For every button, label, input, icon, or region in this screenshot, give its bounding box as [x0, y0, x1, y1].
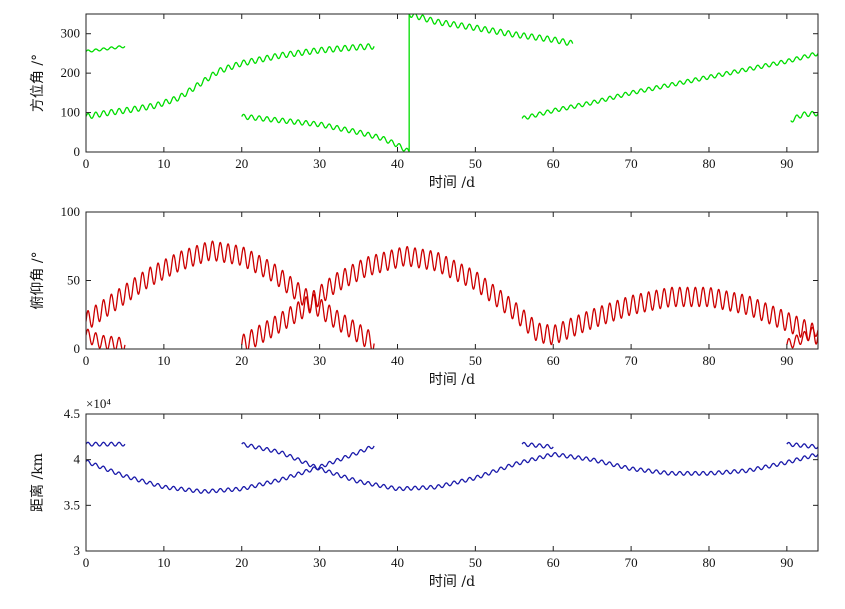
azimuth-panel: 0 10 20 30 40 50 60 70 80 90 0 100 200 300 时间 /d 方位角 /° — [30, 13, 819, 191]
elevation-series-1 — [86, 328, 126, 349]
range-series-group — [86, 441, 818, 494]
range-x-tick-label: 80 — [702, 555, 715, 570]
elevation-x-tick-label: 0 — [83, 353, 90, 368]
azimuth-y-tick-label: 300 — [61, 26, 81, 41]
elevation-x-tick-label: 80 — [702, 353, 715, 368]
range-y-tick-label: 4.5 — [64, 406, 80, 421]
range-y-tick-label: 3.5 — [64, 497, 80, 512]
range-x-tick-label: 20 — [235, 555, 248, 570]
range-x-tick-label: 70 — [625, 555, 638, 570]
azimuth-series-1 — [86, 45, 126, 53]
azimuth-x-tick-label: 0 — [83, 156, 90, 171]
azimuth-series-4 — [408, 14, 574, 46]
azimuth-series-group — [86, 14, 818, 152]
elevation-x-tick-label: 50 — [469, 353, 482, 368]
range-y-axis-label: 距离 /km — [29, 453, 46, 512]
azimuth-y-tick-label: 100 — [61, 105, 81, 120]
elevation-x-axis-label: 时间 /d — [429, 372, 475, 388]
azimuth-x-tick-label: 10 — [157, 156, 170, 171]
azimuth-x-tick-label: 20 — [235, 156, 248, 171]
elevation-y-tick-label: 100 — [61, 204, 81, 219]
elevation-x-tick-label: 10 — [157, 353, 170, 368]
range-x-tick-label: 50 — [469, 555, 482, 570]
range-panel: 0 10 20 30 40 50 60 70 80 90 3 3.5 4 4.5 时间 /d 距离 /km ×1… — [29, 396, 819, 590]
elevation-series-group — [86, 240, 818, 349]
elevation-x-tick-label: 30 — [313, 353, 326, 368]
azimuth-x-tick-label: 90 — [780, 156, 793, 171]
azimuth-x-axis-label: 时间 /d — [429, 175, 475, 191]
azimuth-y-tick-label: 0 — [74, 144, 81, 159]
elevation-series-3 — [786, 326, 818, 349]
range-y-tick-label: 3 — [74, 543, 81, 558]
range-y-tick-label: 4 — [74, 452, 81, 467]
range-x-tick-label: 0 — [83, 555, 90, 570]
range-series-2 — [241, 442, 818, 492]
range-series-3 — [521, 441, 554, 450]
elevation-y-tick-label: 50 — [67, 273, 80, 288]
azimuth-series-0 — [86, 43, 375, 119]
azimuth-y-tick-label: 200 — [61, 65, 81, 80]
elevation-x-tick-label: 70 — [625, 353, 638, 368]
azimuth-series-5 — [521, 52, 818, 120]
elevation-series-2 — [241, 245, 818, 349]
range-x-tick-label: 60 — [547, 555, 560, 570]
range-plot-frame — [85, 413, 819, 552]
elevation-series-0 — [86, 240, 375, 349]
elevation-y-tick-label: 0 — [74, 341, 81, 356]
azimuth-x-tick-label: 30 — [313, 156, 326, 171]
range-series-1 — [86, 441, 126, 447]
elevation-x-tick-label: 40 — [391, 353, 404, 368]
elevation-panel: 0 10 20 30 40 50 60 70 80 90 0 50 100 时间 /d 俯仰角 /° — [30, 204, 819, 388]
elevation-x-tick-label: 20 — [235, 353, 248, 368]
azimuth-series-2 — [241, 113, 410, 152]
range-x-tick-label: 30 — [313, 555, 326, 570]
range-x-tick-label: 90 — [780, 555, 793, 570]
azimuth-x-tick-label: 50 — [469, 156, 482, 171]
range-x-axis-label: 时间 /d — [429, 574, 475, 590]
azimuth-plot-frame — [85, 13, 819, 153]
azimuth-x-tick-label: 40 — [391, 156, 404, 171]
azimuth-x-tick-label: 80 — [702, 156, 715, 171]
elevation-y-axis-label: 俯仰角 /° — [30, 251, 46, 309]
range-scale-label: ×10⁴ — [86, 396, 111, 411]
azimuth-x-tick-label: 70 — [625, 156, 638, 171]
elevation-x-tick-label: 90 — [780, 353, 793, 368]
range-x-tick-label: 40 — [391, 555, 404, 570]
elevation-plot-frame — [85, 211, 819, 350]
range-series-4 — [786, 441, 818, 450]
azimuth-x-tick-label: 60 — [547, 156, 560, 171]
range-x-tick-label: 10 — [157, 555, 170, 570]
range-series-0 — [86, 445, 375, 494]
elevation-x-tick-label: 60 — [547, 353, 560, 368]
azimuth-y-axis-label: 方位角 /° — [30, 54, 46, 112]
